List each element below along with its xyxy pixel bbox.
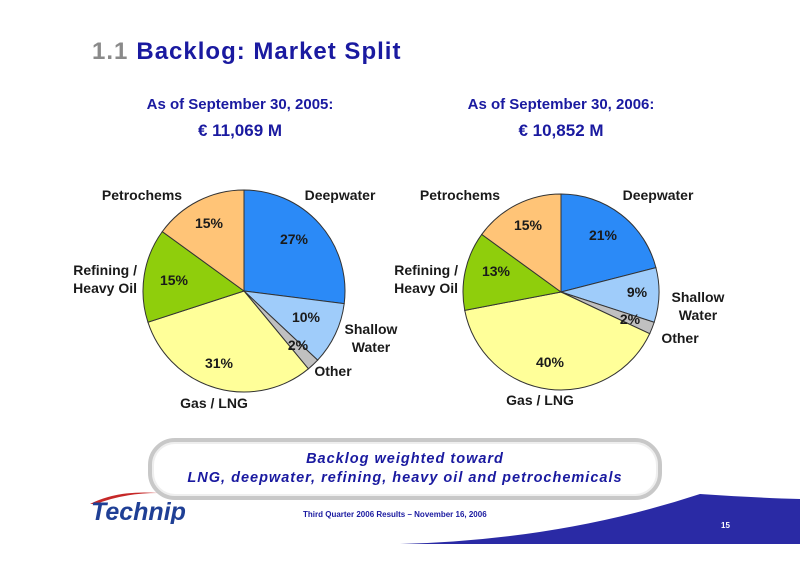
slice-percent-label: 15% bbox=[195, 215, 224, 231]
callout-line-1: Backlog weighted toward bbox=[306, 451, 504, 467]
pie-slice-gas-lng bbox=[147, 290, 310, 393]
slice-category-label: Petrochems bbox=[102, 187, 182, 203]
pie-slice-deepwater bbox=[243, 189, 346, 305]
technip-logo: Technip bbox=[90, 492, 186, 524]
slice-percent-label: 2% bbox=[288, 337, 309, 353]
chart-1-header: As of September 30, 2005: € 11,069 M bbox=[80, 96, 400, 141]
slice-category-label: Shallow Water bbox=[345, 321, 398, 355]
page-number: 15 bbox=[721, 521, 730, 530]
chart-2-header: As of September 30, 2006: € 10,852 M bbox=[401, 96, 721, 141]
pie-chart-2006: 21% Deepwater 9% Shallow Water 2% Other 40% Gas … bbox=[394, 187, 725, 408]
slice-category-label: Refining / Heavy Oil bbox=[394, 262, 458, 296]
chart-2-date: As of September 30, 2006: bbox=[467, 96, 655, 113]
pie-chart-2005: 27% Deepwater 10% Shallow Water 2% Other 31% Gas… bbox=[73, 187, 398, 411]
pie-slice-petrochems bbox=[161, 189, 245, 292]
slice-percent-label: 10% bbox=[292, 309, 321, 325]
pie-slice-deepwater bbox=[560, 193, 657, 293]
slice-percent-label: 31% bbox=[205, 355, 234, 371]
slice-percent-label: 40% bbox=[536, 354, 565, 370]
slice-percent-label: 9% bbox=[627, 284, 648, 300]
chart-1-date: As of September 30, 2005: bbox=[146, 96, 334, 113]
pie-slice-refining-heavy-oil bbox=[142, 230, 246, 323]
slide-title: 1.1 Backlog: Market Split bbox=[92, 38, 401, 66]
footer-bar bbox=[400, 494, 800, 544]
pie-slice-gas-lng bbox=[464, 291, 651, 391]
slice-category-label: Petrochems bbox=[420, 187, 500, 203]
slice-percent-label: 15% bbox=[514, 217, 543, 233]
slice-category-label: Deepwater bbox=[623, 187, 694, 203]
slice-category-label: Gas / LNG bbox=[506, 392, 574, 408]
slice-percent-label: 21% bbox=[589, 227, 618, 243]
section-number: 1.1 bbox=[92, 38, 129, 65]
slice-percent-label: 15% bbox=[160, 272, 189, 288]
chart-1-total: € 11,069 M bbox=[197, 121, 283, 140]
slice-category-label: Gas / LNG bbox=[180, 395, 248, 411]
title-text: Backlog: Market Split bbox=[136, 38, 402, 65]
callout-box: Backlog weighted toward LNG, deepwater, … bbox=[148, 438, 662, 500]
slice-category-label: Shallow Water bbox=[672, 289, 725, 323]
slice-category-label: Other bbox=[661, 330, 699, 346]
logo-text: Technip bbox=[91, 498, 186, 524]
chart-2-total: € 10,852 M bbox=[518, 121, 604, 140]
slice-percent-label: 2% bbox=[620, 311, 641, 327]
slice-percent-label: 13% bbox=[482, 263, 511, 279]
footer-text: Third Quarter 2006 Results – November 16… bbox=[303, 510, 487, 519]
pie-slice-petrochems bbox=[481, 193, 562, 293]
pie-slice-refining-heavy-oil bbox=[462, 233, 563, 311]
slice-category-label: Deepwater bbox=[305, 187, 376, 203]
slice-percent-label: 27% bbox=[280, 231, 309, 247]
slice-category-label: Refining / Heavy Oil bbox=[73, 262, 137, 296]
callout-line-2: LNG, deepwater, refining, heavy oil and … bbox=[187, 470, 623, 486]
slice-category-label: Other bbox=[314, 363, 352, 379]
